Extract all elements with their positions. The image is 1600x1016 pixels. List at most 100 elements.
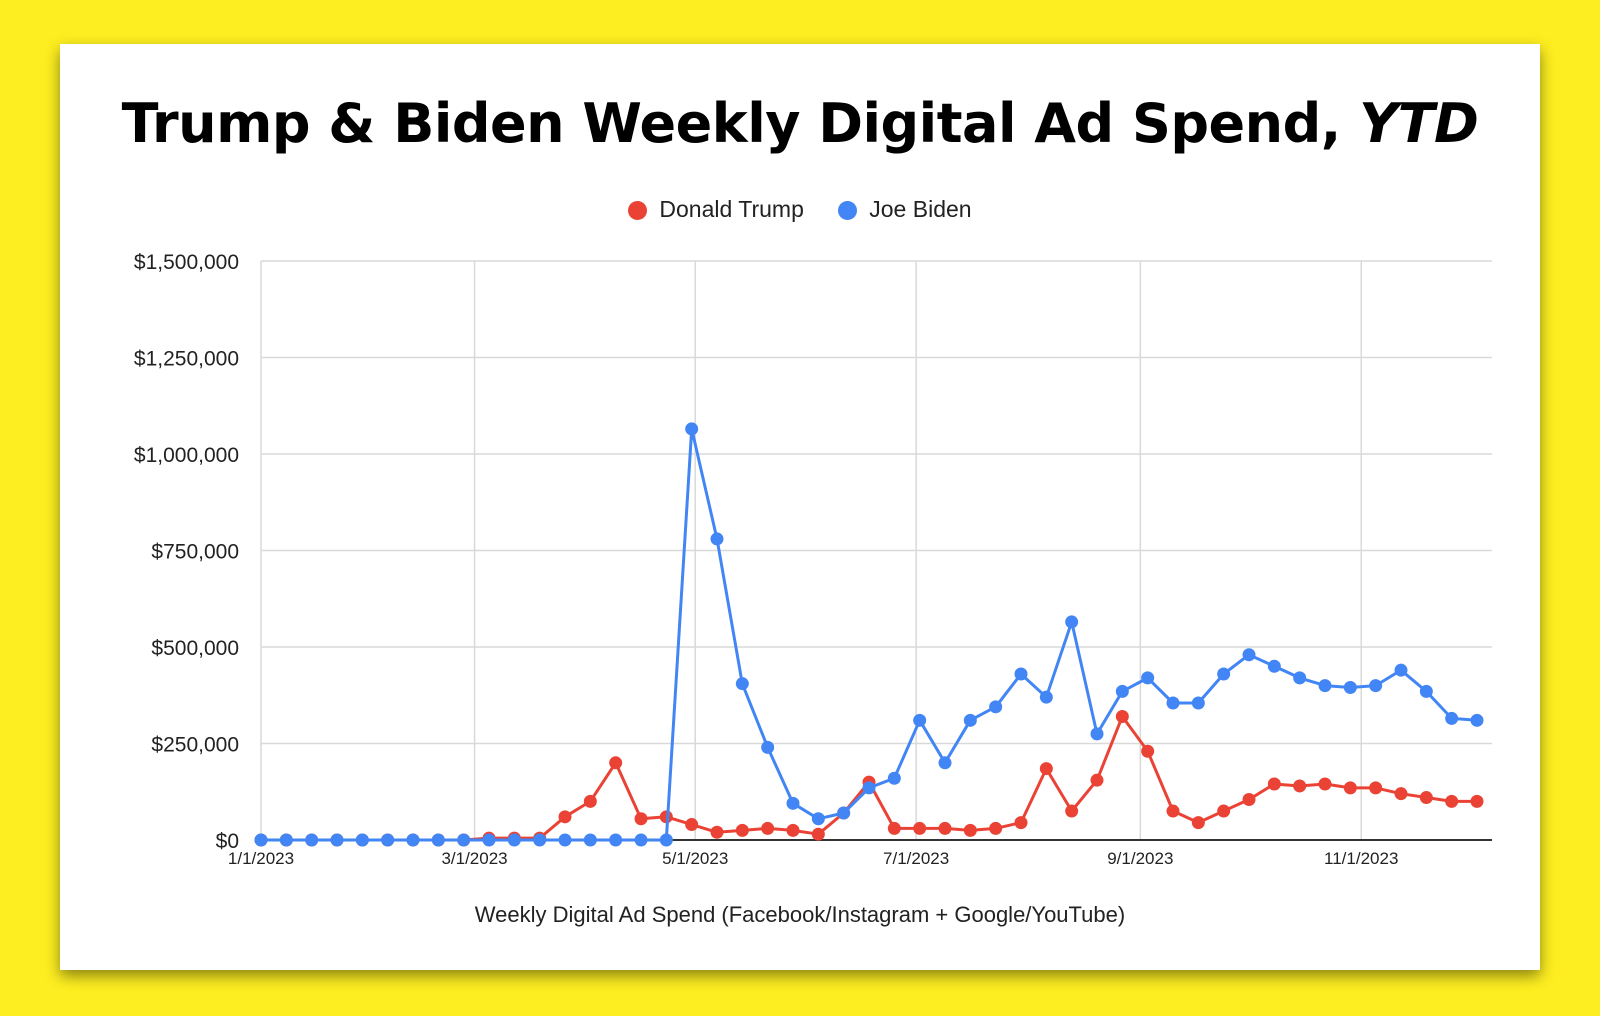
data-point-donald-trump[interactable]	[1343, 781, 1357, 795]
data-point-donald-trump[interactable]	[913, 821, 927, 835]
data-point-joe-biden[interactable]	[735, 677, 749, 691]
data-point-joe-biden[interactable]	[1065, 615, 1079, 629]
data-point-donald-trump[interactable]	[1470, 794, 1484, 808]
data-point-donald-trump[interactable]	[1141, 744, 1155, 758]
data-point-donald-trump[interactable]	[938, 821, 952, 835]
data-point-donald-trump[interactable]	[735, 823, 749, 837]
data-point-donald-trump[interactable]	[1166, 804, 1180, 818]
data-point-donald-trump[interactable]	[1267, 777, 1281, 791]
data-point-donald-trump[interactable]	[1445, 794, 1459, 808]
data-point-joe-biden[interactable]	[1318, 679, 1332, 693]
data-point-joe-biden[interactable]	[659, 833, 673, 847]
data-point-donald-trump[interactable]	[989, 821, 1003, 835]
y-tick-label: $1,000,000	[134, 444, 239, 467]
data-point-joe-biden[interactable]	[710, 532, 724, 546]
data-point-donald-trump[interactable]	[1039, 762, 1053, 776]
data-point-donald-trump[interactable]	[558, 810, 572, 824]
x-tick-label: 1/1/2023	[228, 849, 294, 868]
data-point-joe-biden[interactable]	[1166, 696, 1180, 710]
data-point-joe-biden[interactable]	[887, 771, 901, 785]
data-point-joe-biden[interactable]	[609, 833, 623, 847]
legend-label-donald-trump: Donald Trump	[659, 196, 804, 223]
data-point-joe-biden[interactable]	[1369, 679, 1383, 693]
y-tick-label: $1,250,000	[134, 348, 239, 371]
legend-marker-donald-trump	[628, 201, 648, 221]
y-axis-ticks: $0 $250,000 $500,000 $750,000 $1,000,000 $1,2…	[134, 251, 239, 853]
data-point-donald-trump[interactable]	[1115, 709, 1129, 723]
data-point-joe-biden[interactable]	[1419, 684, 1433, 698]
data-point-joe-biden[interactable]	[938, 756, 952, 770]
data-point-joe-biden[interactable]	[837, 806, 851, 820]
y-tick-label: $500,000	[151, 637, 239, 660]
data-point-donald-trump[interactable]	[963, 823, 977, 837]
data-point-joe-biden[interactable]	[583, 833, 597, 847]
data-point-donald-trump[interactable]	[761, 821, 775, 835]
data-point-joe-biden[interactable]	[862, 781, 876, 795]
data-point-joe-biden[interactable]	[963, 713, 977, 727]
data-point-joe-biden[interactable]	[989, 700, 1003, 714]
data-point-donald-trump[interactable]	[710, 825, 724, 839]
data-point-donald-trump[interactable]	[1293, 779, 1307, 793]
legend-item-donald-trump[interactable]: Donald Trump	[628, 196, 804, 223]
data-point-joe-biden[interactable]	[533, 833, 547, 847]
data-point-joe-biden[interactable]	[507, 833, 521, 847]
data-point-joe-biden[interactable]	[457, 833, 471, 847]
data-point-joe-biden[interactable]	[279, 833, 293, 847]
data-point-donald-trump[interactable]	[786, 823, 800, 837]
data-point-joe-biden[interactable]	[355, 833, 369, 847]
data-point-donald-trump[interactable]	[1191, 816, 1205, 830]
data-point-donald-trump[interactable]	[583, 794, 597, 808]
data-point-joe-biden[interactable]	[1217, 667, 1231, 681]
data-point-joe-biden[interactable]	[1470, 713, 1484, 727]
data-point-joe-biden[interactable]	[330, 833, 344, 847]
data-point-donald-trump[interactable]	[1065, 804, 1079, 818]
y-tick-label: $1,500,000	[134, 251, 239, 274]
chart-gridlines	[260, 260, 1492, 841]
data-point-donald-trump[interactable]	[1419, 791, 1433, 805]
data-point-joe-biden[interactable]	[786, 796, 800, 810]
data-point-joe-biden[interactable]	[811, 812, 825, 826]
data-point-donald-trump[interactable]	[1217, 804, 1231, 818]
data-point-donald-trump[interactable]	[1369, 781, 1383, 795]
data-point-joe-biden[interactable]	[634, 833, 648, 847]
data-point-joe-biden[interactable]	[1242, 648, 1256, 662]
series-joe-biden	[254, 422, 1484, 847]
data-point-joe-biden[interactable]	[305, 833, 319, 847]
chart-card	[60, 44, 1540, 970]
data-point-joe-biden[interactable]	[482, 833, 496, 847]
data-point-donald-trump[interactable]	[811, 827, 825, 841]
data-point-donald-trump[interactable]	[1090, 773, 1104, 787]
data-point-joe-biden[interactable]	[406, 833, 420, 847]
data-point-donald-trump[interactable]	[685, 818, 699, 832]
data-point-joe-biden[interactable]	[685, 422, 699, 436]
data-point-joe-biden[interactable]	[1343, 681, 1357, 695]
data-point-joe-biden[interactable]	[431, 833, 445, 847]
data-point-joe-biden[interactable]	[1090, 727, 1104, 741]
data-point-joe-biden[interactable]	[1191, 696, 1205, 710]
data-point-donald-trump[interactable]	[1242, 792, 1256, 806]
data-point-donald-trump[interactable]	[887, 821, 901, 835]
data-point-joe-biden[interactable]	[1267, 659, 1281, 673]
data-point-joe-biden[interactable]	[1293, 671, 1307, 685]
data-point-joe-biden[interactable]	[254, 833, 268, 847]
data-point-joe-biden[interactable]	[913, 713, 927, 727]
series-donald-trump	[254, 709, 1484, 847]
chart-title-emphasis: YTD	[1359, 92, 1479, 155]
data-point-joe-biden[interactable]	[1014, 667, 1028, 681]
data-point-joe-biden[interactable]	[1039, 690, 1053, 704]
data-point-donald-trump[interactable]	[1394, 787, 1408, 801]
data-point-donald-trump[interactable]	[1014, 816, 1028, 830]
data-point-donald-trump[interactable]	[634, 812, 648, 826]
data-point-joe-biden[interactable]	[558, 833, 572, 847]
legend-item-joe-biden[interactable]: Joe Biden	[838, 196, 972, 223]
data-point-joe-biden[interactable]	[1394, 663, 1408, 677]
data-point-joe-biden[interactable]	[761, 740, 775, 754]
data-point-joe-biden[interactable]	[1115, 684, 1129, 698]
chart-title: Trump & Biden Weekly Digital Ad Spend, Y…	[0, 92, 1600, 155]
data-point-donald-trump[interactable]	[1318, 777, 1332, 791]
data-point-joe-biden[interactable]	[381, 833, 395, 847]
x-tick-label: 5/1/2023	[662, 849, 728, 868]
data-point-joe-biden[interactable]	[1445, 711, 1459, 725]
data-point-joe-biden[interactable]	[1141, 671, 1155, 685]
data-point-donald-trump[interactable]	[609, 756, 623, 770]
